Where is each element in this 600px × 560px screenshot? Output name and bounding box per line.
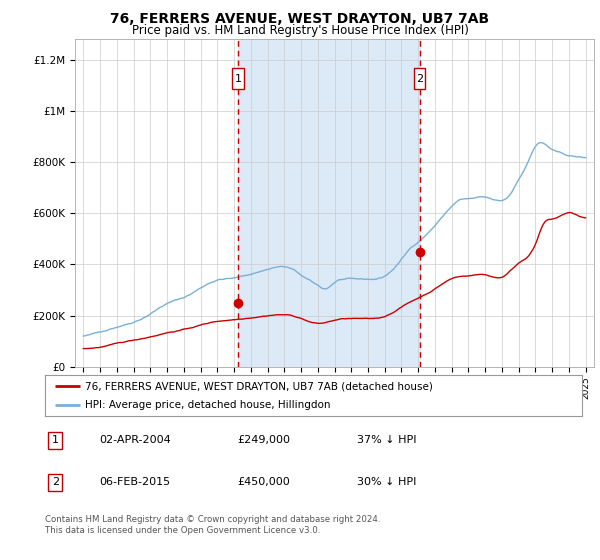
Text: 37% ↓ HPI: 37% ↓ HPI	[357, 435, 416, 445]
Text: 06-FEB-2015: 06-FEB-2015	[99, 477, 170, 487]
Text: 30% ↓ HPI: 30% ↓ HPI	[357, 477, 416, 487]
Bar	[238, 39, 419, 367]
Text: 2: 2	[52, 477, 59, 487]
Text: 1: 1	[52, 435, 59, 445]
FancyBboxPatch shape	[232, 68, 244, 89]
Text: £249,000: £249,000	[237, 435, 290, 445]
Text: HPI: Average price, detached house, Hillingdon: HPI: Average price, detached house, Hill…	[85, 400, 331, 410]
Text: 76, FERRERS AVENUE, WEST DRAYTON, UB7 7AB: 76, FERRERS AVENUE, WEST DRAYTON, UB7 7A…	[110, 12, 490, 26]
Text: 76, FERRERS AVENUE, WEST DRAYTON, UB7 7AB (detached house): 76, FERRERS AVENUE, WEST DRAYTON, UB7 7A…	[85, 381, 433, 391]
FancyBboxPatch shape	[413, 68, 425, 89]
Text: 1: 1	[235, 73, 242, 83]
Text: Price paid vs. HM Land Registry's House Price Index (HPI): Price paid vs. HM Land Registry's House …	[131, 24, 469, 37]
Text: £450,000: £450,000	[237, 477, 290, 487]
Text: 02-APR-2004: 02-APR-2004	[99, 435, 171, 445]
Text: 2: 2	[416, 73, 423, 83]
Text: Contains HM Land Registry data © Crown copyright and database right 2024.
This d: Contains HM Land Registry data © Crown c…	[45, 515, 380, 535]
